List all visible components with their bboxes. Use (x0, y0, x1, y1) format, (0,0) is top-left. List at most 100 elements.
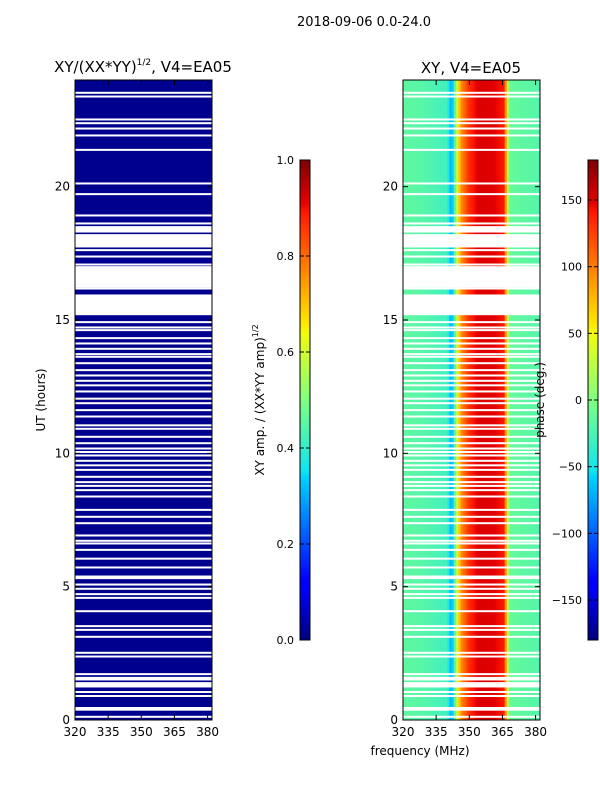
phase-channel-column (444, 80, 448, 720)
amplitude-flagged-line (75, 508, 212, 511)
phase-flagged-line (403, 442, 540, 445)
phase-xtick-label: 380 (524, 725, 547, 739)
amplitude-flagged-line (75, 427, 212, 430)
amplitude-flagged-line (75, 495, 212, 498)
amplitude-panel: XY/(XX*YY)1/2, V4=EA05 320 335 350 365 380 0 5… (34, 58, 232, 739)
amplitude-flagged-line (75, 577, 212, 580)
phase-channel-column (506, 80, 510, 720)
phase-channel-column (524, 80, 528, 720)
amplitude-flagged-line (75, 193, 212, 196)
amp-colorbar-tick-label: 0.4 (277, 442, 295, 455)
amplitude-flagged-line (75, 596, 212, 599)
phase-flagged-line (403, 676, 540, 679)
amplitude-flagged-line (75, 655, 212, 658)
phase-flagged-line (403, 427, 540, 430)
phase-flagged-line (403, 415, 540, 418)
amplitude-flagged-line (75, 435, 212, 438)
phase-flagged-line (403, 481, 540, 484)
phase-ytick-label: 0 (390, 713, 398, 727)
amp-xtick-label: 350 (130, 725, 153, 739)
amp-colorbar-tick-label: 0.2 (277, 538, 295, 551)
amplitude-flagged-line (75, 249, 212, 252)
phase-flagged-line (403, 695, 540, 697)
amplitude-flagged-line (75, 625, 212, 628)
amplitude-flagged-line (75, 397, 212, 400)
phase-flagged-block (403, 226, 540, 233)
amplitude-flagged-line (75, 522, 212, 525)
phase-colorbar-tick-label: 150 (561, 194, 582, 207)
amplitude-flagged-line (75, 557, 212, 560)
phase-channel-column (473, 80, 477, 720)
amplitude-flagged-line (75, 409, 212, 412)
phase-channel-column (442, 80, 446, 720)
amplitude-flagged-line (75, 542, 212, 545)
phase-flagged-line (403, 329, 540, 332)
phase-flagged-line (403, 678, 540, 681)
phase-flagged-line (403, 182, 540, 185)
phase-channel-column (502, 80, 506, 720)
phase-channel-column (520, 80, 523, 720)
phase-plot-frame (402, 79, 541, 721)
amplitude-flagged-line (75, 118, 212, 121)
phase-channel-column (513, 80, 517, 720)
phase-flagged-line (403, 118, 540, 121)
phase-channel-column (431, 80, 435, 720)
amplitude-flagged-line (75, 539, 212, 542)
phase-flagged-line (403, 454, 540, 457)
phase-title: XY, V4=EA05 (421, 59, 521, 77)
phase-flagged-block (403, 682, 540, 688)
phase-channel-column (418, 80, 422, 720)
phase-flagged-line (403, 355, 540, 358)
phase-channel-column (422, 80, 426, 720)
amplitude-flagged-line (75, 263, 212, 266)
phase-channel-column (409, 80, 413, 720)
phase-channel-column (449, 80, 453, 720)
amplitude-heatmap-fill (75, 80, 212, 720)
phase-flagged-line (403, 342, 540, 345)
phase-channel-column (522, 80, 525, 720)
phase-flagged-line (403, 625, 540, 628)
amplitude-flagged-line (75, 127, 212, 130)
amplitude-flagged-line (75, 695, 212, 697)
amplitude-flagged-line (75, 678, 212, 681)
phase-flagged-line (403, 655, 540, 658)
phase-flagged-line (403, 651, 540, 654)
amplitude-ylabel: UT (hours) (34, 368, 48, 431)
phase-flagged-line (403, 347, 540, 350)
amp-colorbar-tick-label: 0.0 (277, 634, 295, 647)
amplitude-flagged-line (75, 374, 212, 377)
amplitude-flagged-line (75, 583, 212, 586)
phase-channel-column (425, 80, 428, 720)
phase-channel-column (537, 80, 540, 720)
phase-flagged-line (403, 134, 540, 137)
amplitude-flagged-line (75, 222, 212, 225)
phase-flagged-line (403, 691, 540, 693)
amplitude-flagged-line (75, 587, 212, 590)
phase-flagged-block (403, 234, 540, 248)
phase-channel-column (482, 80, 486, 720)
phase-channel-column (411, 80, 415, 720)
phase-channel-column (493, 80, 497, 720)
amplitude-flagged-line (75, 134, 212, 137)
phase-channel-column (500, 80, 503, 720)
phase-channel-column (460, 80, 464, 720)
amplitude-flagged-line (75, 593, 212, 596)
phase-channel-column (486, 80, 490, 720)
phase-flagged-line (403, 459, 540, 462)
phase-channel-column (471, 80, 475, 720)
amplitude-flagged-line (75, 447, 212, 450)
amplitude-flagged-line (75, 294, 212, 297)
amplitude-title: XY/(XX*YY)1/2, V4=EA05 (54, 58, 232, 76)
amp-colorbar-tick-label: 0.6 (277, 346, 295, 359)
phase-channel-column (478, 80, 481, 720)
phase-flagged-line (403, 575, 540, 578)
phase-flagged-line (403, 337, 540, 340)
amplitude-flagged-line (75, 676, 212, 679)
phase-channel-column (451, 80, 455, 720)
amplitude-flagged-line (75, 481, 212, 484)
phase-colorbar-tick-label: −100 (552, 527, 582, 540)
amp-ytick-label: 10 (55, 446, 70, 460)
phase-flagged-line (403, 557, 540, 560)
amplitude-colorbar-gradient (299, 159, 311, 641)
